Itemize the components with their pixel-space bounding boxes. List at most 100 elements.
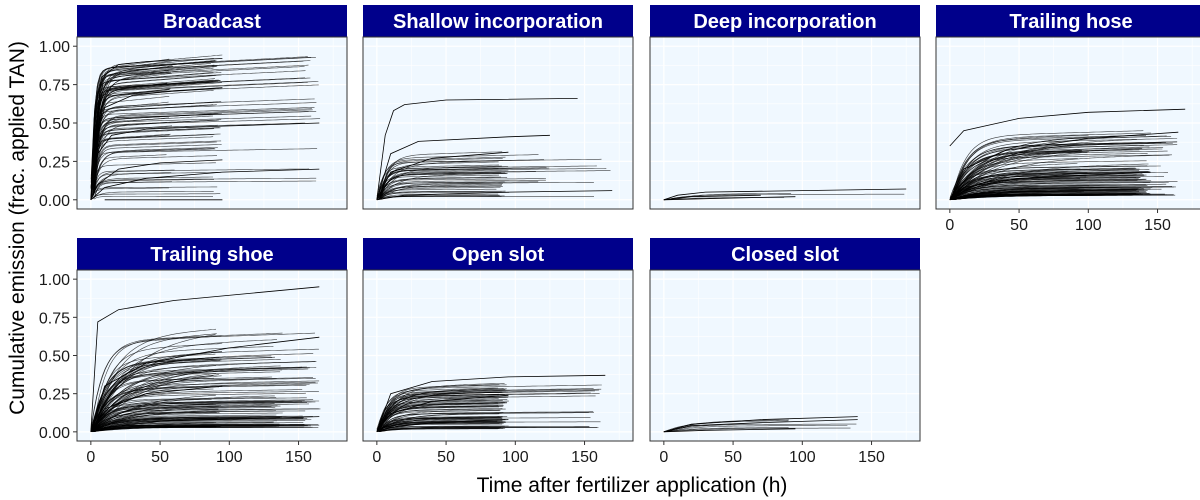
series-line xyxy=(377,391,508,430)
facet-title: Deep incorporation xyxy=(693,11,876,33)
y-tick-label: 0.75 xyxy=(39,78,70,95)
series-line xyxy=(377,181,539,199)
series-line xyxy=(91,187,169,199)
series-line xyxy=(94,380,320,431)
series-line xyxy=(663,194,761,201)
series-line xyxy=(91,57,316,176)
series-line xyxy=(377,397,509,431)
series-line xyxy=(378,400,509,430)
series-line xyxy=(380,409,500,432)
series-line xyxy=(91,102,317,189)
series-line xyxy=(951,186,1176,200)
series-line xyxy=(91,355,272,429)
series-line xyxy=(376,394,509,433)
series-line xyxy=(92,384,307,430)
series-line xyxy=(94,82,308,187)
series-line xyxy=(380,388,594,431)
series-line xyxy=(950,185,1148,200)
facet-panel: Shallow incorporation xyxy=(362,5,634,210)
facet-title: Closed slot xyxy=(731,244,839,266)
series-line xyxy=(92,80,221,183)
series-line xyxy=(663,188,907,201)
series-line xyxy=(952,177,1141,200)
series-line xyxy=(93,417,277,432)
series-line xyxy=(950,135,1167,199)
facet-title: Trailing shoe xyxy=(150,244,273,266)
series-line xyxy=(94,125,173,185)
facet-panel: Trailing shoe xyxy=(76,238,348,442)
series-line xyxy=(380,186,503,199)
series-line xyxy=(380,408,503,431)
series-line xyxy=(379,185,502,199)
series-line xyxy=(950,181,1178,200)
series-line xyxy=(380,151,503,197)
series-bundle xyxy=(663,416,858,433)
series-line xyxy=(91,128,215,186)
series-line xyxy=(93,408,321,431)
series-line xyxy=(379,402,507,431)
series-line xyxy=(94,84,319,182)
series-line xyxy=(953,170,1140,199)
series-line xyxy=(663,416,858,433)
series-line xyxy=(91,90,214,188)
series-line xyxy=(951,130,1144,197)
series-line xyxy=(91,366,303,430)
y-tick-label: 1.00 xyxy=(39,39,70,56)
y-tick-label: 0.00 xyxy=(39,425,70,442)
series-line xyxy=(94,154,167,193)
facet-panel: Broadcast xyxy=(76,5,348,210)
series-line xyxy=(92,155,218,196)
series-line xyxy=(378,403,499,431)
series-line xyxy=(93,408,219,432)
series-line xyxy=(92,107,315,183)
series-line xyxy=(377,190,506,200)
series-line xyxy=(93,172,221,196)
series-line xyxy=(90,115,214,188)
series-line xyxy=(379,419,499,432)
series-line xyxy=(90,87,223,200)
x-tick-label: 100 xyxy=(789,449,816,466)
series-line xyxy=(93,119,222,193)
x-tick-label: 100 xyxy=(216,449,243,466)
panel-border xyxy=(362,269,634,442)
x-tick-label: 0 xyxy=(372,449,381,466)
series-line xyxy=(378,427,598,432)
series-line xyxy=(90,101,219,183)
series-line xyxy=(950,142,1137,199)
facet-strip xyxy=(77,5,347,37)
x-tick-label: 50 xyxy=(151,449,169,466)
series-line xyxy=(379,174,500,198)
series-line xyxy=(378,173,507,199)
series-line xyxy=(378,395,509,430)
series-line xyxy=(377,423,503,432)
series-line xyxy=(93,423,280,432)
series-line xyxy=(664,427,851,433)
series-bundle xyxy=(90,286,321,433)
series-line xyxy=(376,419,509,433)
series-line xyxy=(949,163,1078,200)
series-line xyxy=(952,172,1139,200)
facet-panel: Open slot xyxy=(362,238,634,442)
series-line xyxy=(90,122,320,200)
series-line xyxy=(93,426,280,432)
series-line xyxy=(377,413,500,432)
series-line xyxy=(953,153,1148,199)
facet-title: Open slot xyxy=(452,244,545,266)
series-line xyxy=(380,196,594,200)
series-line xyxy=(953,174,1137,199)
series-line xyxy=(663,428,796,433)
facet-title: Broadcast xyxy=(163,11,261,33)
facet-panel: Deep incorporation xyxy=(649,5,921,210)
facet-strip xyxy=(650,5,920,37)
series-line xyxy=(950,182,1151,200)
series-line xyxy=(376,98,578,200)
panel-border xyxy=(935,36,1200,210)
series-line xyxy=(91,332,283,428)
series-line xyxy=(91,73,172,182)
facet-strip xyxy=(363,5,633,37)
series-line xyxy=(94,374,220,432)
series-line xyxy=(949,144,1178,199)
series-line xyxy=(93,140,222,191)
series-line xyxy=(380,166,509,197)
series-line xyxy=(376,151,509,200)
